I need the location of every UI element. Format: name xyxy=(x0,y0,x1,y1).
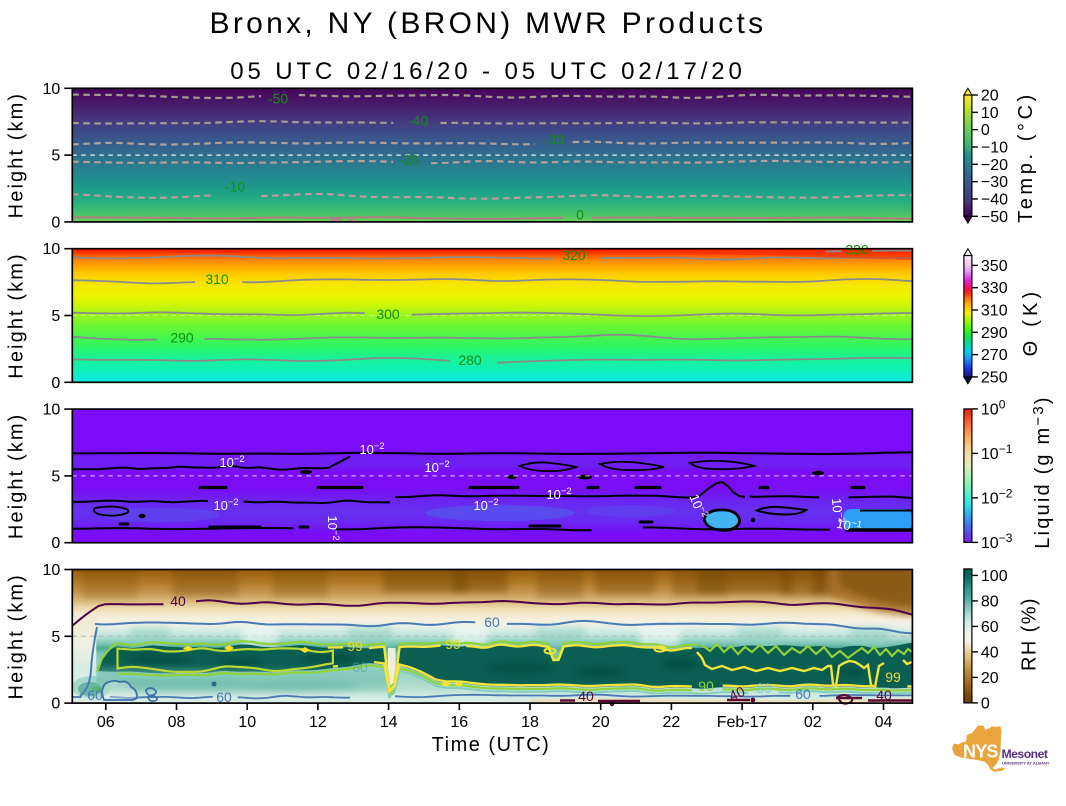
svg-text:10: 10 xyxy=(43,81,61,98)
svg-text:Bronx, NY (BRON) MWR Products: Bronx, NY (BRON) MWR Products xyxy=(210,7,767,40)
svg-text:Height (km): Height (km) xyxy=(6,252,28,378)
svg-text:10: 10 xyxy=(43,402,61,419)
svg-text:60: 60 xyxy=(795,686,811,702)
svg-text:40: 40 xyxy=(876,687,892,703)
svg-text:40: 40 xyxy=(170,593,186,609)
svg-text:-40: -40 xyxy=(408,113,428,129)
svg-text:10: 10 xyxy=(43,241,61,258)
svg-text:20: 20 xyxy=(592,714,610,731)
svg-text:Height (km): Height (km) xyxy=(6,92,28,218)
svg-text:Feb-17: Feb-17 xyxy=(717,714,768,731)
svg-text:320: 320 xyxy=(562,247,586,263)
svg-text:330: 330 xyxy=(981,280,1008,297)
svg-text:5: 5 xyxy=(51,308,60,325)
svg-text:270: 270 xyxy=(981,347,1008,364)
svg-text:0: 0 xyxy=(51,535,60,552)
svg-text:250: 250 xyxy=(981,369,1008,386)
svg-text:290: 290 xyxy=(981,325,1008,342)
svg-text:−50: −50 xyxy=(981,209,1008,226)
svg-text:Time (UTC): Time (UTC) xyxy=(432,734,551,756)
svg-text:40: 40 xyxy=(578,688,594,704)
svg-text:5: 5 xyxy=(51,148,60,165)
svg-text:08: 08 xyxy=(168,714,186,731)
svg-text:10: 10 xyxy=(981,105,999,122)
svg-text:05 UTC 02/16/20 - 05 UTC 02/17: 05 UTC 02/16/20 - 05 UTC 02/17/20 xyxy=(230,58,746,85)
svg-text:Height (km): Height (km) xyxy=(6,573,28,699)
svg-text:310: 310 xyxy=(205,271,229,287)
svg-text:02: 02 xyxy=(804,714,822,731)
svg-text:80: 80 xyxy=(981,593,999,610)
svg-text:300: 300 xyxy=(376,306,400,322)
svg-text:60: 60 xyxy=(981,619,999,636)
svg-text:99: 99 xyxy=(347,638,363,654)
svg-text:22: 22 xyxy=(663,714,681,731)
svg-text:16: 16 xyxy=(450,714,468,731)
svg-text:60: 60 xyxy=(484,614,500,630)
svg-text:12: 12 xyxy=(309,714,327,731)
svg-text:06: 06 xyxy=(97,714,115,731)
svg-text:60: 60 xyxy=(87,687,103,703)
svg-text:−10: −10 xyxy=(981,139,1008,156)
svg-text:Temp. (°C): Temp. (°C) xyxy=(1015,91,1037,223)
svg-text:290: 290 xyxy=(170,330,194,346)
svg-text:RH (%): RH (%) xyxy=(1019,597,1041,671)
svg-text:20: 20 xyxy=(981,670,999,687)
svg-text:0: 0 xyxy=(51,214,60,231)
svg-text:80: 80 xyxy=(352,659,368,675)
svg-text:99: 99 xyxy=(885,669,901,685)
svg-text:UNIVERSITY AT ALBANY: UNIVERSITY AT ALBANY xyxy=(1002,761,1050,766)
svg-text:18: 18 xyxy=(521,714,539,731)
svg-text:-10: -10 xyxy=(225,179,245,195)
svg-text:80: 80 xyxy=(756,680,772,696)
svg-text:-20: -20 xyxy=(399,152,419,168)
svg-text:0: 0 xyxy=(981,122,990,139)
svg-text:99: 99 xyxy=(445,636,461,652)
svg-text:0: 0 xyxy=(51,375,60,392)
svg-text:−30: −30 xyxy=(981,174,1008,191)
svg-text:Mesonet: Mesonet xyxy=(1002,747,1048,761)
svg-text:40: 40 xyxy=(981,644,999,661)
svg-text:5: 5 xyxy=(51,468,60,485)
svg-text:310: 310 xyxy=(981,303,1008,320)
svg-text:60: 60 xyxy=(216,689,232,705)
svg-text:90: 90 xyxy=(698,678,714,694)
svg-text:14: 14 xyxy=(380,714,398,731)
svg-text:Θ (K): Θ (K) xyxy=(1020,288,1042,357)
svg-text:100: 100 xyxy=(981,568,1008,585)
svg-text:0: 0 xyxy=(576,207,584,223)
svg-text:350: 350 xyxy=(981,258,1008,275)
svg-text:20: 20 xyxy=(981,88,999,105)
svg-text:0: 0 xyxy=(51,696,60,713)
svg-text:40: 40 xyxy=(726,683,747,704)
svg-text:NYS: NYS xyxy=(963,742,998,762)
svg-text:-50: -50 xyxy=(268,91,288,107)
svg-text:Height (km): Height (km) xyxy=(6,413,28,539)
svg-text:5: 5 xyxy=(51,629,60,646)
svg-text:−40: −40 xyxy=(981,191,1008,208)
svg-text:10: 10 xyxy=(238,714,256,731)
svg-text:−20: −20 xyxy=(981,157,1008,174)
svg-text:04: 04 xyxy=(875,714,893,731)
svg-text:0: 0 xyxy=(981,695,990,712)
svg-text:-30: -30 xyxy=(544,132,564,148)
svg-text:280: 280 xyxy=(458,352,482,368)
svg-text:10: 10 xyxy=(43,562,61,579)
